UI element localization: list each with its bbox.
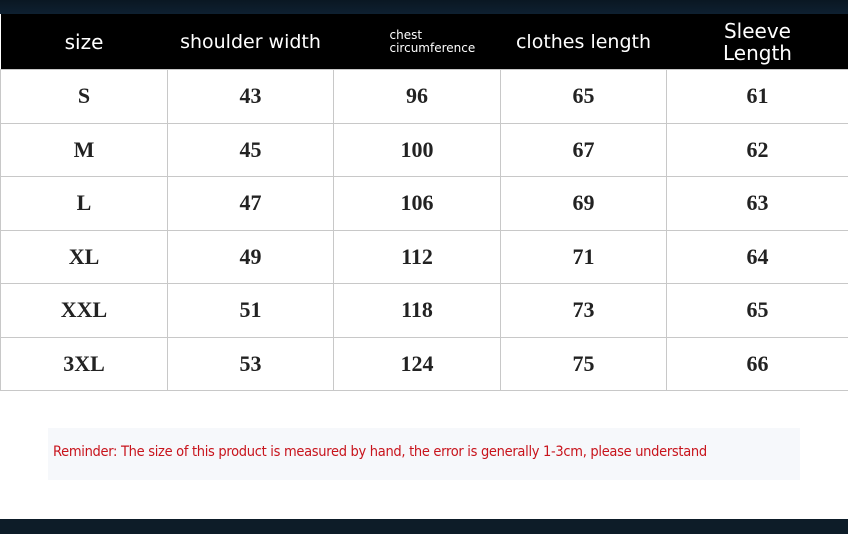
table-row: S 43 96 65 61 [0, 69, 848, 124]
cell-chest: 100 [333, 122, 501, 177]
cell-sleeve-length: 61 [666, 69, 848, 124]
cell-chest: 118 [333, 283, 501, 338]
cell-size: L [0, 176, 168, 231]
cell-clothes-length: 71 [500, 229, 667, 284]
table-row: M 45 100 67 62 [0, 122, 848, 177]
cell-size: XXL [0, 283, 168, 338]
reminder-text: Reminder: The size of this product is me… [53, 444, 707, 460]
cell-sleeve-length: 62 [666, 122, 848, 177]
table-row: L 47 106 69 63 [0, 176, 848, 231]
cell-shoulder-width: 49 [167, 229, 334, 284]
cell-chest: 124 [333, 336, 501, 391]
header-sleeve-length: Sleeve Length [666, 14, 848, 70]
header-chest-circumference: chest circumference [333, 14, 501, 70]
header-row: size shoulder width chest circumference … [0, 14, 848, 70]
table-row: XL 49 112 71 64 [0, 229, 848, 284]
top-background-band [0, 0, 848, 14]
cell-clothes-length: 67 [500, 122, 667, 177]
cell-sleeve-length: 64 [666, 229, 848, 284]
cell-size: 3XL [0, 336, 168, 391]
cell-clothes-length: 75 [500, 336, 667, 391]
cell-shoulder-width: 43 [167, 69, 334, 124]
reminder-banner: Reminder: The size of this product is me… [48, 428, 800, 480]
size-chart: size shoulder width chest circumference … [0, 14, 848, 519]
cell-shoulder-width: 47 [167, 176, 334, 231]
cell-sleeve-length: 65 [666, 283, 848, 338]
cell-size: M [0, 122, 168, 177]
cell-clothes-length: 69 [500, 176, 667, 231]
cell-sleeve-length: 66 [666, 336, 848, 391]
table-row: 3XL 53 124 75 66 [0, 336, 848, 391]
cell-chest: 112 [333, 229, 501, 284]
cell-shoulder-width: 45 [167, 122, 334, 177]
cell-clothes-length: 65 [500, 69, 667, 124]
cell-size: XL [0, 229, 168, 284]
cell-size: S [0, 69, 168, 124]
cell-chest: 96 [333, 69, 501, 124]
table-row: XXL 51 118 73 65 [0, 283, 848, 338]
cell-chest: 106 [333, 176, 501, 231]
header-shoulder-width: shoulder width [167, 14, 334, 70]
header-clothes-length: clothes length [500, 14, 667, 70]
cell-shoulder-width: 51 [167, 283, 334, 338]
cell-shoulder-width: 53 [167, 336, 334, 391]
cell-clothes-length: 73 [500, 283, 667, 338]
bottom-background-band [0, 519, 848, 534]
header-size: size [0, 14, 168, 70]
cell-sleeve-length: 63 [666, 176, 848, 231]
size-table: size shoulder width chest circumference … [0, 14, 848, 391]
